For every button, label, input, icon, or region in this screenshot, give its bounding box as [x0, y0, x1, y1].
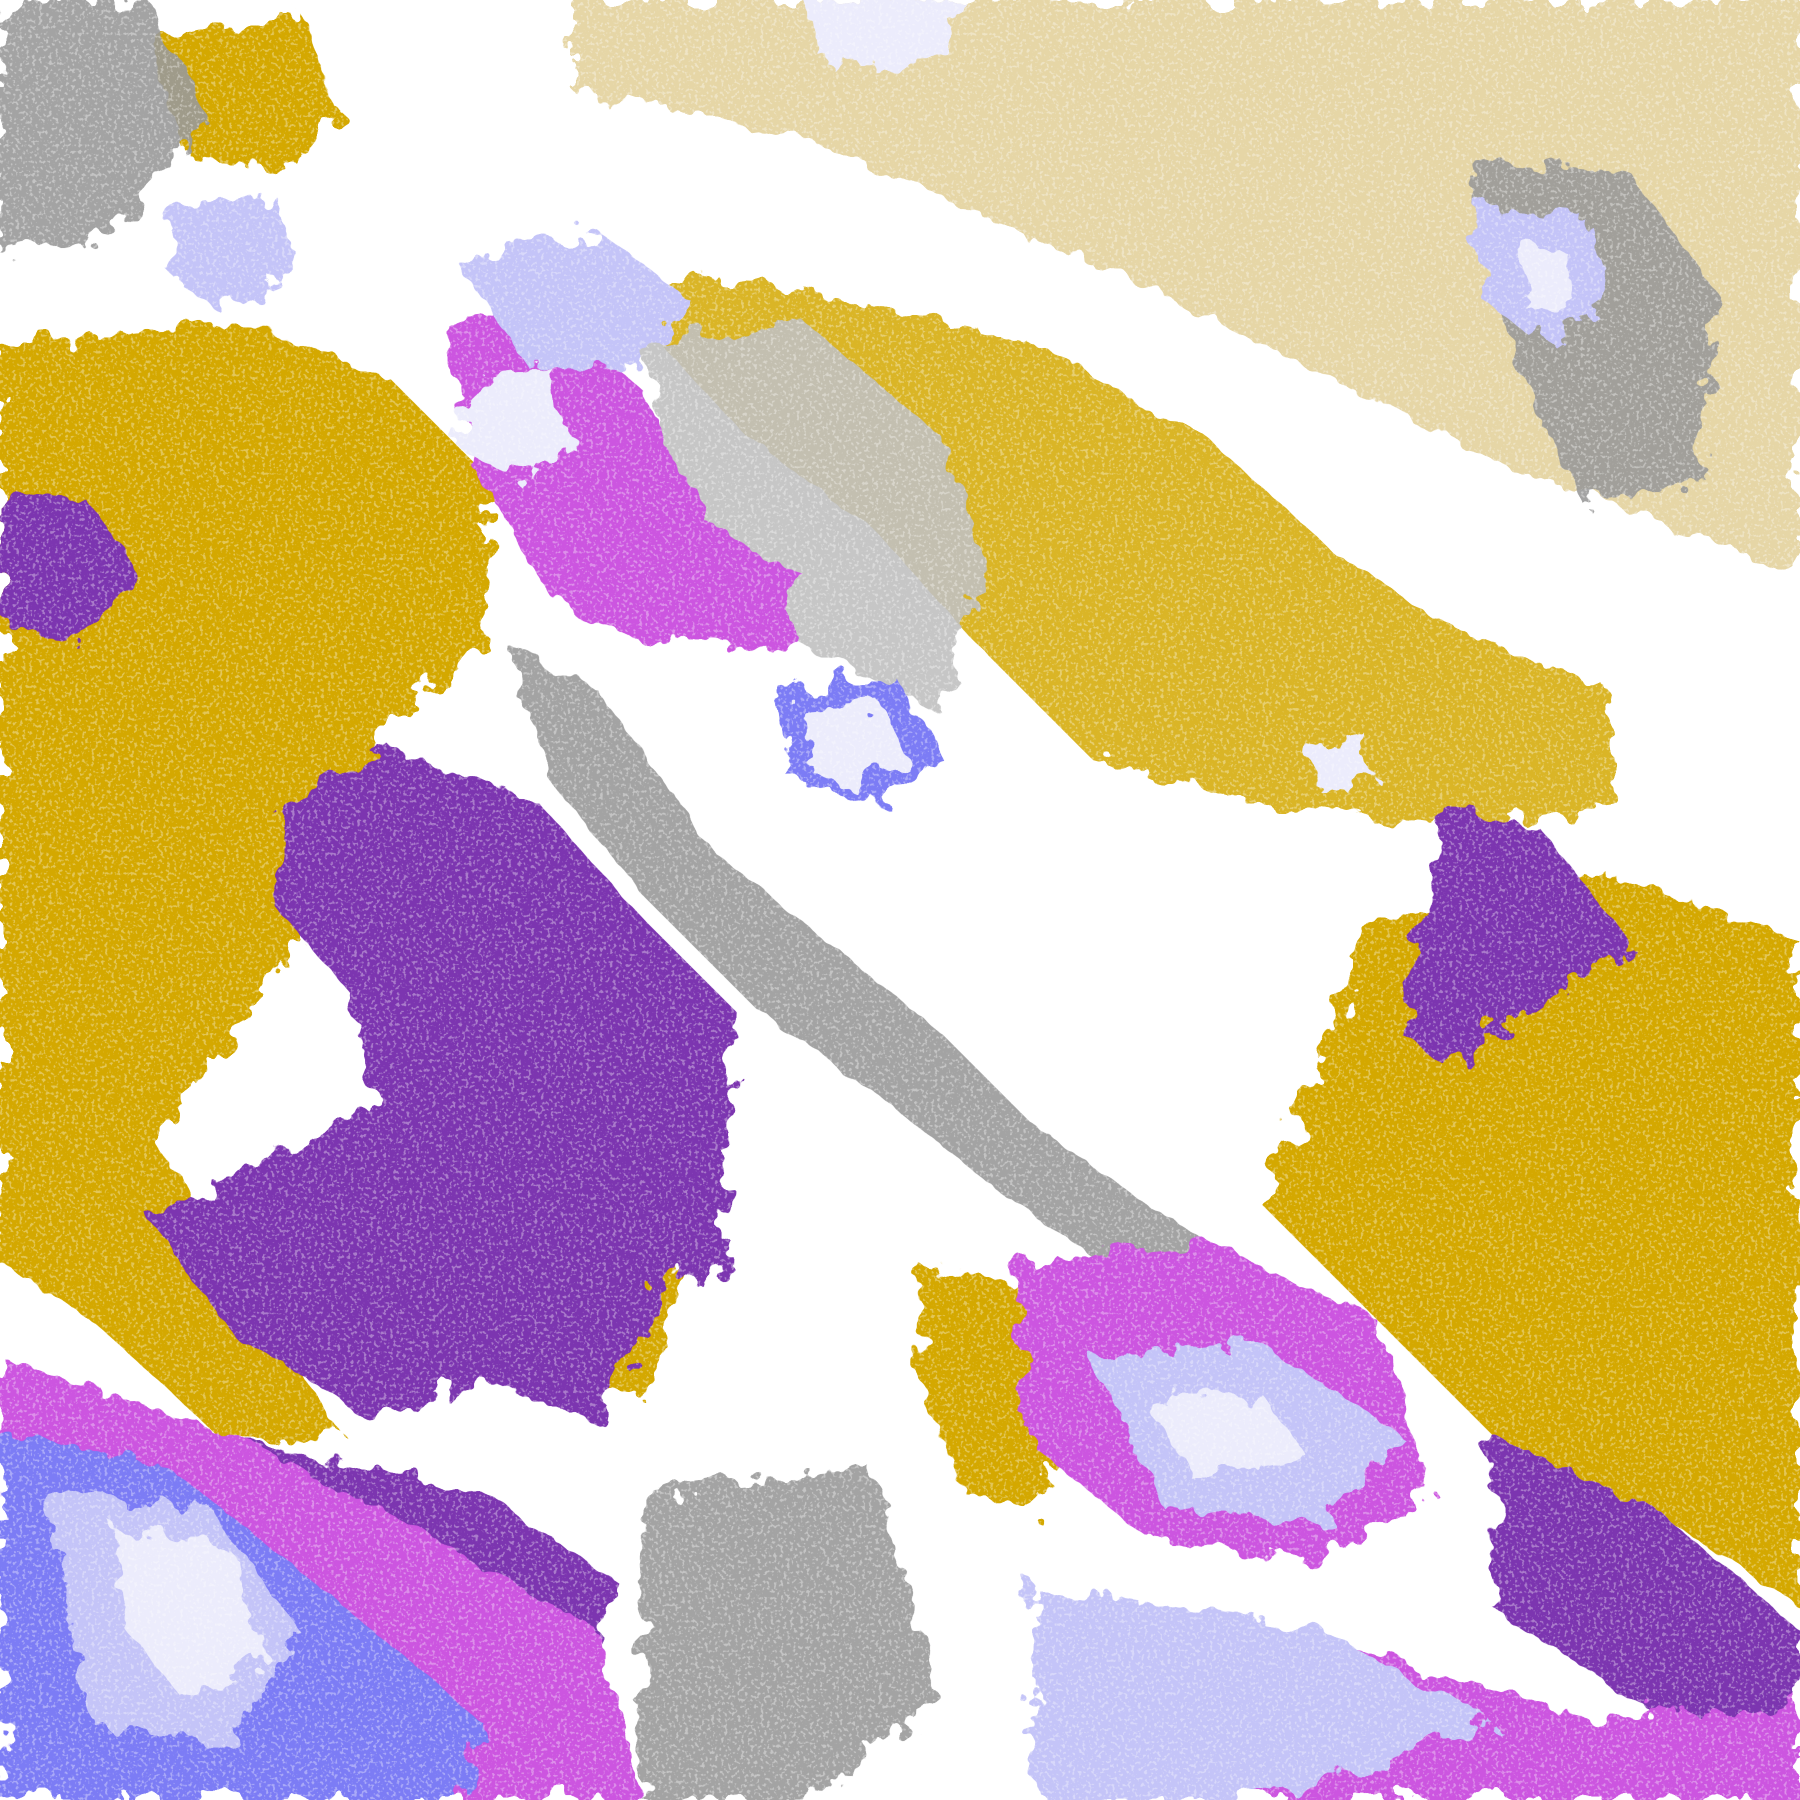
satellite-classified-image [0, 0, 1800, 1800]
texture-speckle [0, 0, 1800, 1800]
